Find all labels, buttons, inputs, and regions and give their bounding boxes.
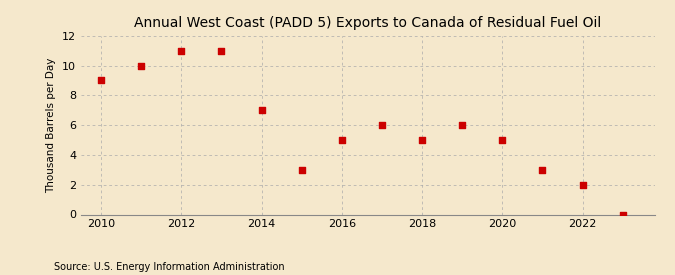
- Point: [336, 138, 347, 142]
- Point: [577, 183, 588, 187]
- Point: [457, 123, 468, 127]
- Point: [296, 167, 307, 172]
- Point: [256, 108, 267, 112]
- Point: [416, 138, 427, 142]
- Point: [96, 78, 107, 82]
- Title: Annual West Coast (PADD 5) Exports to Canada of Residual Fuel Oil: Annual West Coast (PADD 5) Exports to Ca…: [134, 16, 601, 31]
- Point: [377, 123, 387, 127]
- Point: [216, 48, 227, 53]
- Text: Source: U.S. Energy Information Administration: Source: U.S. Energy Information Administ…: [54, 262, 285, 272]
- Point: [617, 212, 628, 217]
- Point: [537, 167, 548, 172]
- Point: [497, 138, 508, 142]
- Point: [176, 48, 187, 53]
- Point: [136, 63, 146, 68]
- Y-axis label: Thousand Barrels per Day: Thousand Barrels per Day: [47, 57, 57, 193]
